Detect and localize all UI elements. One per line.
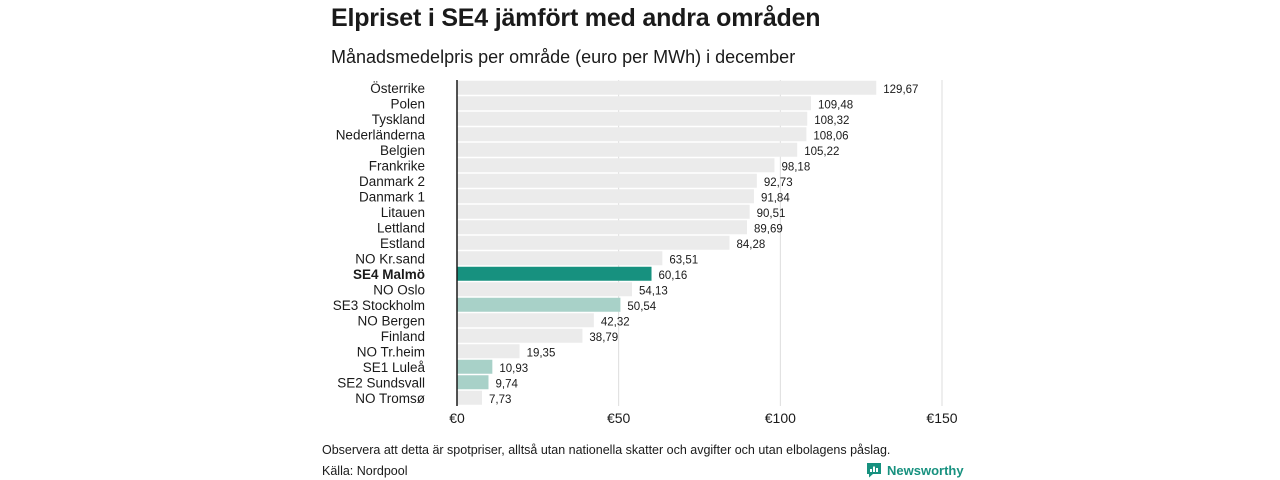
x-tick-label: €100 <box>765 410 796 426</box>
category-label: Danmark 2 <box>359 174 425 189</box>
bar <box>457 344 520 359</box>
bar <box>457 328 583 343</box>
value-label: 60,16 <box>659 270 688 282</box>
category-label: Frankrike <box>369 158 425 173</box>
bar <box>457 158 775 173</box>
bar <box>457 189 754 204</box>
category-label: NO Bergen <box>357 313 425 328</box>
category-label: Polen <box>390 96 425 111</box>
bar <box>457 297 621 312</box>
value-label: 42,32 <box>601 316 630 328</box>
bar <box>457 235 730 250</box>
value-label: 63,51 <box>669 254 698 266</box>
bar <box>457 80 877 95</box>
brand-name: Newsworthy <box>887 462 964 478</box>
value-label: 10,93 <box>499 363 528 375</box>
category-label: SE1 Luleå <box>363 360 426 375</box>
category-label: SE2 Sundsvall <box>337 375 425 390</box>
category-label: NO Oslo <box>373 282 425 297</box>
category-label: SE3 Stockholm <box>333 298 425 313</box>
value-label: 91,84 <box>761 192 790 204</box>
bar <box>457 251 663 266</box>
category-label: NO Kr.sand <box>355 251 425 266</box>
value-label: 98,18 <box>781 161 810 173</box>
category-label: Lettland <box>377 220 425 235</box>
value-label: 50,54 <box>627 301 656 313</box>
bar <box>457 127 807 142</box>
category-label: Danmark 1 <box>359 189 425 204</box>
value-label: 108,32 <box>814 115 849 127</box>
value-label: 109,48 <box>818 99 853 111</box>
category-label: Nederländerna <box>336 127 426 142</box>
bar <box>457 173 757 188</box>
brand-logo: Newsworthy <box>866 462 964 478</box>
category-label: Finland <box>381 329 425 344</box>
value-labels: 129,67 109,48 108,32 108,06 105,22 98,18 92,73… <box>489 84 918 406</box>
value-label: 90,51 <box>757 208 786 220</box>
value-label: 7,73 <box>489 394 511 406</box>
value-label: 54,13 <box>639 285 668 297</box>
bar <box>457 96 811 111</box>
bar <box>457 359 493 374</box>
bar <box>457 111 808 126</box>
chart-subtitle: Månadsmedelpris per område (euro per MWh… <box>331 47 796 67</box>
category-label: SE4 Malmö <box>353 267 425 282</box>
value-label: 89,69 <box>754 223 783 235</box>
bar-chart: ÖsterrikePolenTysklandNederländernaBelgi… <box>333 80 958 426</box>
category-label: NO Tr.heim <box>357 344 425 359</box>
bars <box>457 80 877 405</box>
value-label: 129,67 <box>883 84 918 96</box>
category-label: NO Tromsø <box>355 391 425 406</box>
bar <box>457 142 798 157</box>
value-label: 84,28 <box>737 239 766 251</box>
chart-title: Elpriset i SE4 jämfört med andra områden <box>331 4 821 32</box>
bar-chart-logo-icon <box>867 463 881 478</box>
value-label: 38,79 <box>589 332 618 344</box>
value-label: 108,06 <box>813 130 848 142</box>
x-tick-label: €150 <box>926 410 957 426</box>
bar <box>457 390 482 405</box>
x-tick-labels: €0 €50 €100 €150 <box>449 410 958 426</box>
value-label: 92,73 <box>764 177 793 189</box>
value-label: 105,22 <box>804 146 839 158</box>
value-label: 19,35 <box>527 347 556 359</box>
category-labels: ÖsterrikePolenTysklandNederländernaBelgi… <box>333 81 426 406</box>
bar <box>457 204 750 219</box>
value-label: 9,74 <box>495 378 518 390</box>
bar <box>457 282 633 297</box>
bar <box>457 220 747 235</box>
category-label: Tyskland <box>372 112 425 127</box>
x-tick-label: €50 <box>607 410 631 426</box>
category-label: Estland <box>380 236 425 251</box>
bar <box>457 313 594 328</box>
category-label: Belgien <box>380 143 425 158</box>
category-label: Österrike <box>370 81 425 96</box>
x-tick-label: €0 <box>449 410 465 426</box>
source-label: Källa: Nordpool <box>322 464 408 478</box>
bar <box>457 375 489 390</box>
category-label: Litauen <box>381 205 425 220</box>
bar <box>457 266 652 281</box>
footnote: Observera att detta är spotpriser, allts… <box>322 443 891 457</box>
